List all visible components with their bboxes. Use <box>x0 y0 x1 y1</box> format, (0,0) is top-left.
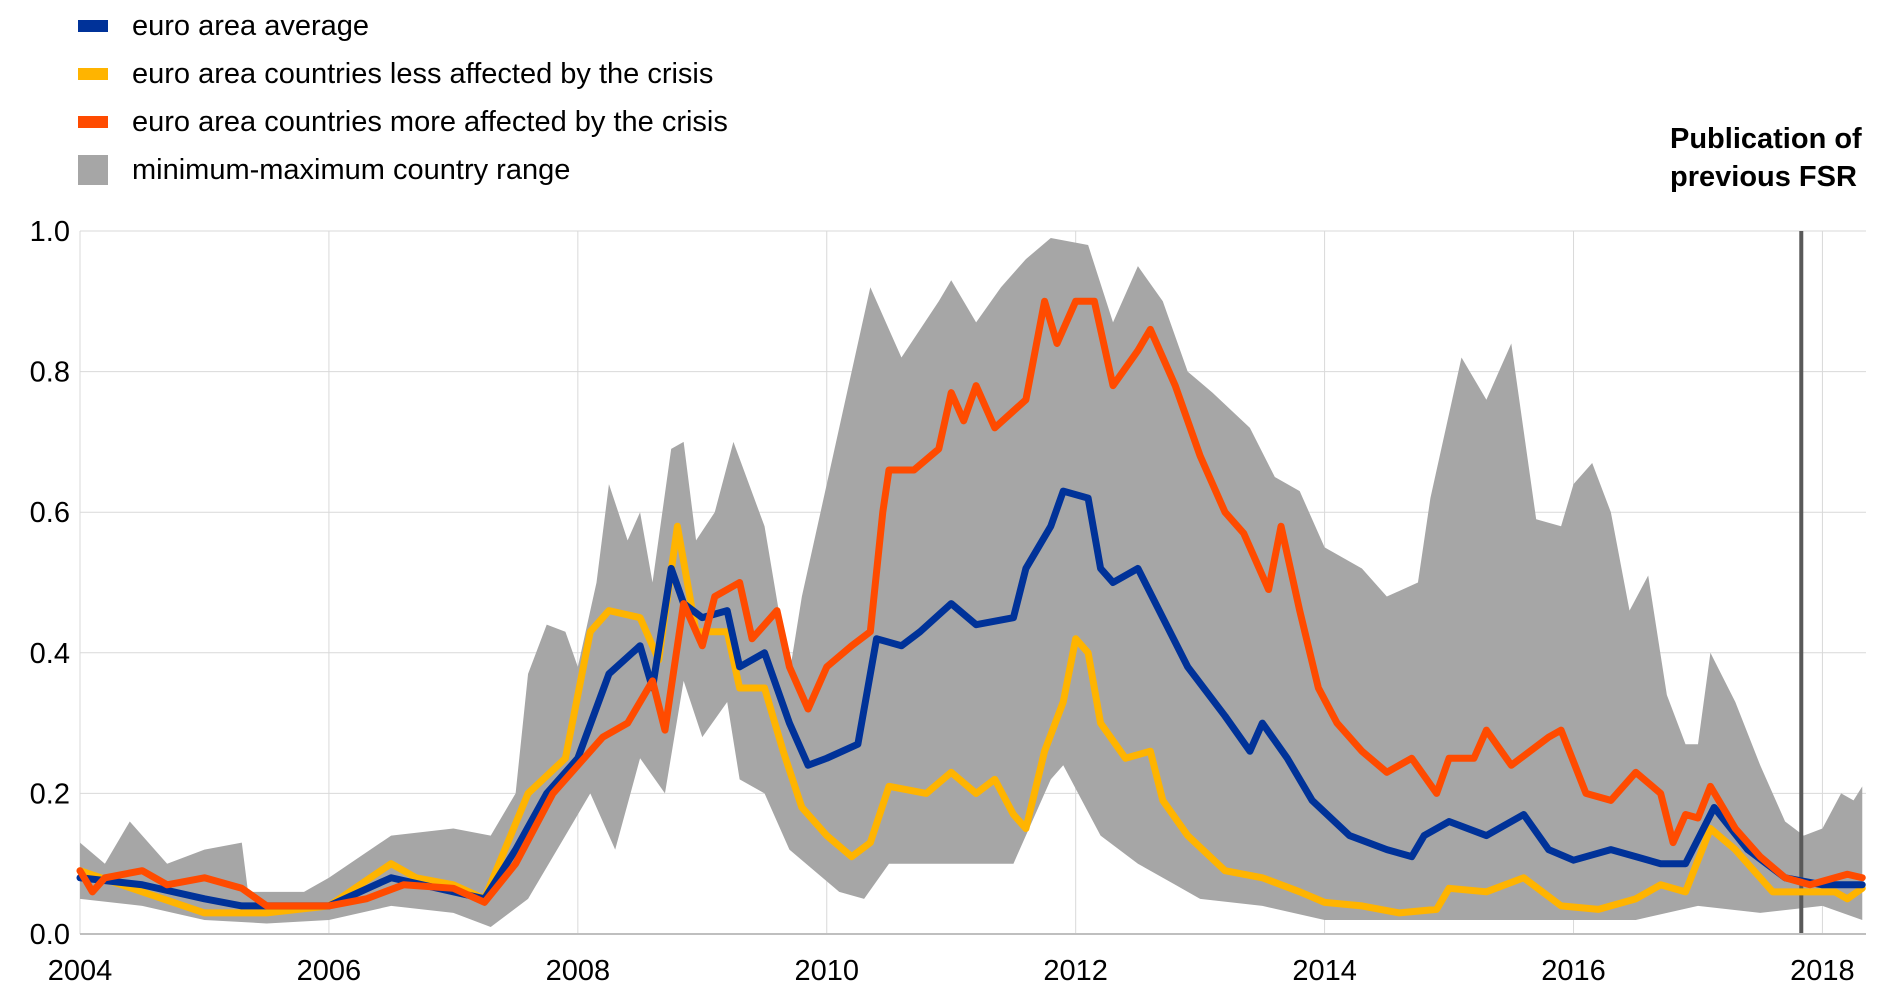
chart-legend: euro area average euro area countries le… <box>78 2 728 194</box>
y-tick-label: 0.2 <box>30 778 70 810</box>
x-tick-label: 2004 <box>48 955 113 987</box>
legend-swatch-average <box>78 20 108 32</box>
legend-item-average: euro area average <box>78 2 728 50</box>
euro-area-average-line <box>76 487 1866 910</box>
x-tick-label: 2016 <box>1541 955 1606 987</box>
legend-item-more-affected: euro area countries more affected by the… <box>78 98 728 146</box>
annotation-line-2: previous FSR <box>1670 161 1857 193</box>
y-tick-label: 0.8 <box>30 357 70 389</box>
x-tick-label: 2018 <box>1790 955 1855 987</box>
fsr-annotation: Publication of previous FSR <box>1670 120 1862 196</box>
annotation-line-1: Publication of <box>1670 123 1862 155</box>
legend-label: euro area countries more affected by the… <box>132 105 728 138</box>
legend-label: euro area average <box>132 9 369 42</box>
x-tick-label: 2012 <box>1043 955 1108 987</box>
legend-swatch-more-affected <box>78 116 108 128</box>
legend-swatch-less-affected <box>78 68 108 80</box>
legend-swatch-range <box>78 155 108 185</box>
y-tick-label: 0.6 <box>30 497 70 529</box>
legend-item-range: minimum-maximum country range <box>78 146 728 194</box>
y-tick-label: 0.0 <box>30 919 70 951</box>
legend-item-less-affected: euro area countries less affected by the… <box>78 50 728 98</box>
y-tick-label: 1.0 <box>30 216 70 248</box>
y-tick-label: 0.4 <box>30 638 70 670</box>
x-tick-label: 2008 <box>546 955 611 987</box>
more-affected-line <box>76 297 1866 910</box>
x-tick-label: 2014 <box>1292 955 1357 987</box>
x-tick-label: 2006 <box>297 955 362 987</box>
legend-label: euro area countries less affected by the… <box>132 57 714 90</box>
less-affected-line <box>76 522 1866 917</box>
min-max-range-band <box>80 238 1863 927</box>
x-tick-label: 2010 <box>795 955 860 987</box>
legend-label: minimum-maximum country range <box>132 153 571 186</box>
